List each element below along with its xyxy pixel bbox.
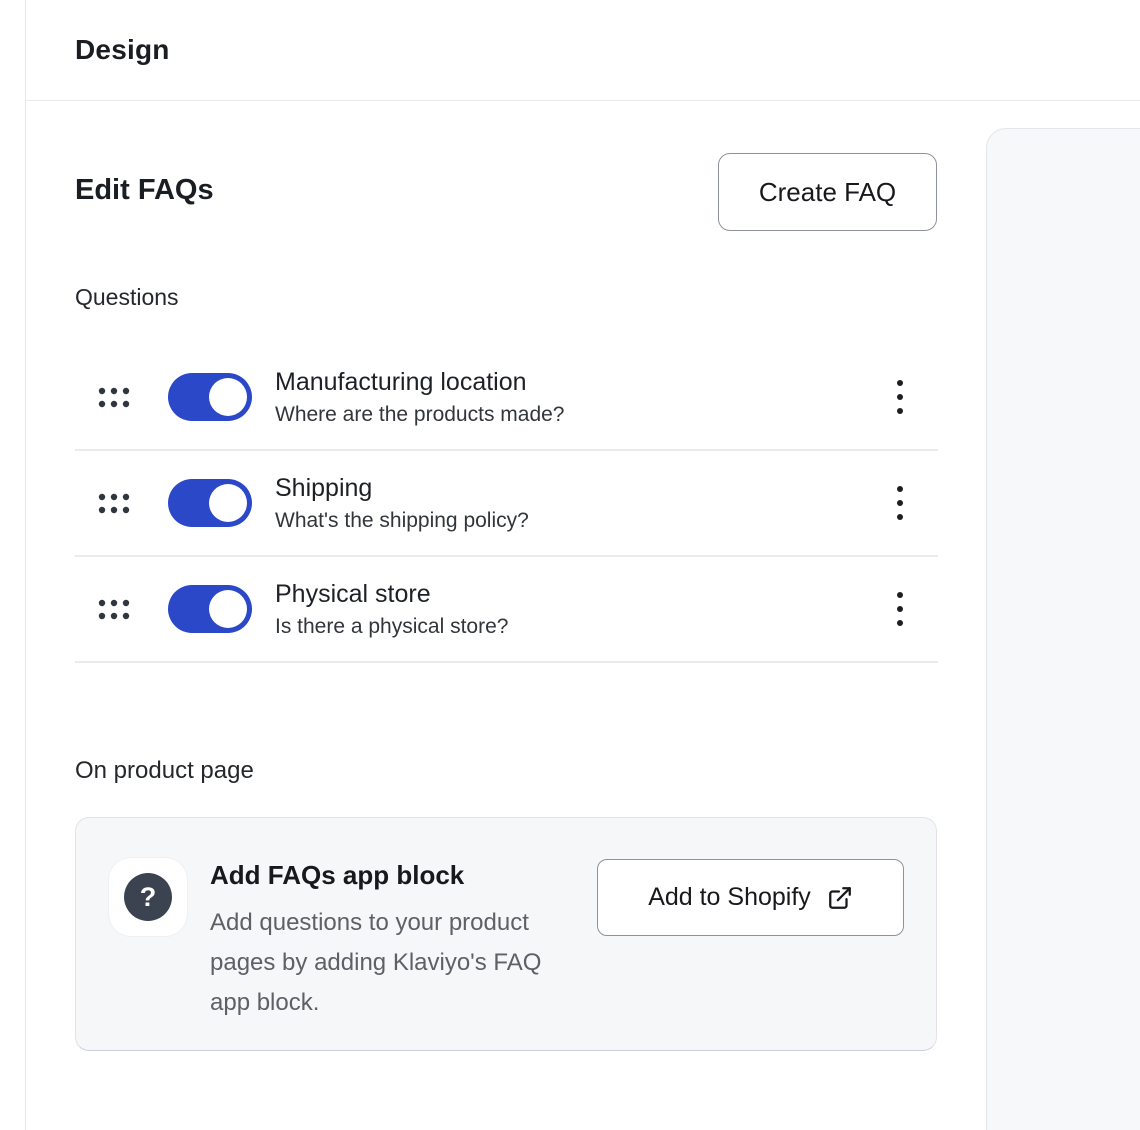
toggle-knob — [209, 378, 247, 416]
faq-row-physical-store: Physical store Is there a physical store… — [75, 557, 938, 663]
create-faq-button-label: Create FAQ — [758, 176, 897, 207]
faq-title: Shipping — [275, 473, 373, 502]
page-title: Design — [75, 34, 170, 65]
on-product-page-heading: On product page — [75, 757, 254, 784]
add-to-shopify-button-label: Add to Shopify — [648, 883, 811, 911]
faq-title: Physical store — [275, 579, 431, 608]
app-block-card-text: Add FAQs app block Add questions to your… — [210, 860, 550, 1023]
create-faq-button[interactable]: Create FAQ — [718, 153, 937, 231]
add-faqs-app-block-card: ? Add FAQs app block Add questions to yo… — [75, 817, 937, 1051]
question-mark-icon: ? — [109, 858, 187, 936]
faq-subtitle: What's the shipping policy? — [275, 508, 529, 532]
faq-row-shipping: Shipping What's the shipping policy? — [75, 451, 938, 557]
faq-question-list: Manufacturing location Where are the pro… — [75, 345, 938, 663]
kebab-menu-icon[interactable] — [878, 471, 922, 535]
faq-row-text: Shipping What's the shipping policy? — [275, 472, 529, 535]
toggle-knob — [209, 484, 247, 522]
faq-toggle[interactable] — [168, 479, 252, 527]
toggle-knob — [209, 590, 247, 628]
drag-handle-icon[interactable] — [98, 595, 132, 623]
faq-toggle[interactable] — [168, 585, 252, 633]
content-left-border — [25, 0, 26, 1130]
kebab-menu-icon[interactable] — [878, 577, 922, 641]
app-block-card-description: Add questions to your product pages by a… — [210, 909, 542, 1016]
kebab-menu-icon[interactable] — [878, 365, 922, 429]
drag-handle-icon[interactable] — [98, 489, 132, 517]
preview-panel — [986, 128, 1140, 1130]
external-link-icon — [828, 886, 851, 909]
app-block-card-title: Add FAQs app block — [210, 860, 465, 890]
faq-row-manufacturing-location: Manufacturing location Where are the pro… — [75, 345, 938, 451]
faq-subtitle: Where are the products made? — [275, 402, 565, 426]
add-to-shopify-button[interactable]: Add to Shopify — [597, 859, 904, 936]
header-divider — [26, 100, 1140, 101]
questions-label: Questions — [75, 284, 179, 310]
faq-row-text: Physical store Is there a physical store… — [275, 578, 508, 641]
faq-title: Manufacturing location — [275, 367, 527, 396]
drag-handle-icon[interactable] — [98, 383, 132, 411]
faq-subtitle: Is there a physical store? — [275, 614, 509, 638]
faq-row-text: Manufacturing location Where are the pro… — [275, 366, 565, 429]
edit-faqs-heading: Edit FAQs — [75, 174, 214, 206]
faq-toggle[interactable] — [168, 373, 252, 421]
